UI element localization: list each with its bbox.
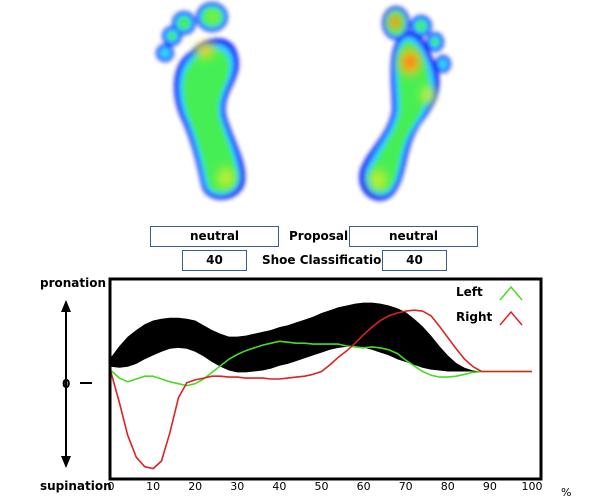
- footprint-pressure-images: [156, 2, 451, 201]
- x-tick-label: 0: [108, 480, 115, 493]
- legend: Left Right: [456, 285, 523, 326]
- series-line-left: [110, 340, 532, 387]
- shoe-classification-label: Shoe Classification: [262, 253, 390, 267]
- arrow-up-icon: [61, 300, 71, 312]
- proposal-label: Proposal: [289, 229, 349, 243]
- left-classification-field: neutral: [150, 226, 279, 247]
- right-classification-field: neutral: [349, 226, 478, 247]
- x-tick-label: 20: [188, 480, 202, 493]
- x-tick-label: 60: [357, 480, 371, 493]
- plot-frame: [108, 277, 543, 481]
- legend-label-right: Right: [456, 310, 492, 324]
- x-tick-label: 90: [483, 480, 497, 493]
- right-shoe-size-field: 40: [382, 250, 447, 271]
- x-tick-label: 50: [315, 480, 329, 493]
- x-axis-ticks: 0 10 20 30 40 50 60 70 80 90 100: [108, 480, 543, 493]
- normal-range-band: [111, 302, 532, 373]
- arrow-down-icon: [61, 456, 71, 468]
- series-line-right: [110, 309, 532, 470]
- x-tick-label: 100: [522, 480, 543, 493]
- legend-line-right: [499, 310, 523, 326]
- legend-line-left: [499, 285, 523, 301]
- x-tick-label: 10: [146, 480, 160, 493]
- plot-area: [110, 302, 532, 470]
- y-axis-bottom-label: supination: [40, 479, 112, 493]
- x-tick-label: 70: [399, 480, 413, 493]
- left-shoe-size-field: 40: [182, 250, 247, 271]
- legend-label-left: Left: [456, 285, 483, 299]
- x-tick-label: 30: [230, 480, 244, 493]
- pronation-chart: pronation supination 0 0 10 20 30 40 50 60 70 80…: [40, 276, 571, 499]
- y-axis-top-label: pronation: [40, 276, 106, 290]
- x-tick-label: 80: [441, 480, 455, 493]
- right-foot-heatmap: [359, 6, 451, 201]
- x-tick-label: 40: [272, 480, 286, 493]
- x-axis-unit: %: [561, 486, 571, 499]
- left-foot-heatmap: [156, 2, 246, 200]
